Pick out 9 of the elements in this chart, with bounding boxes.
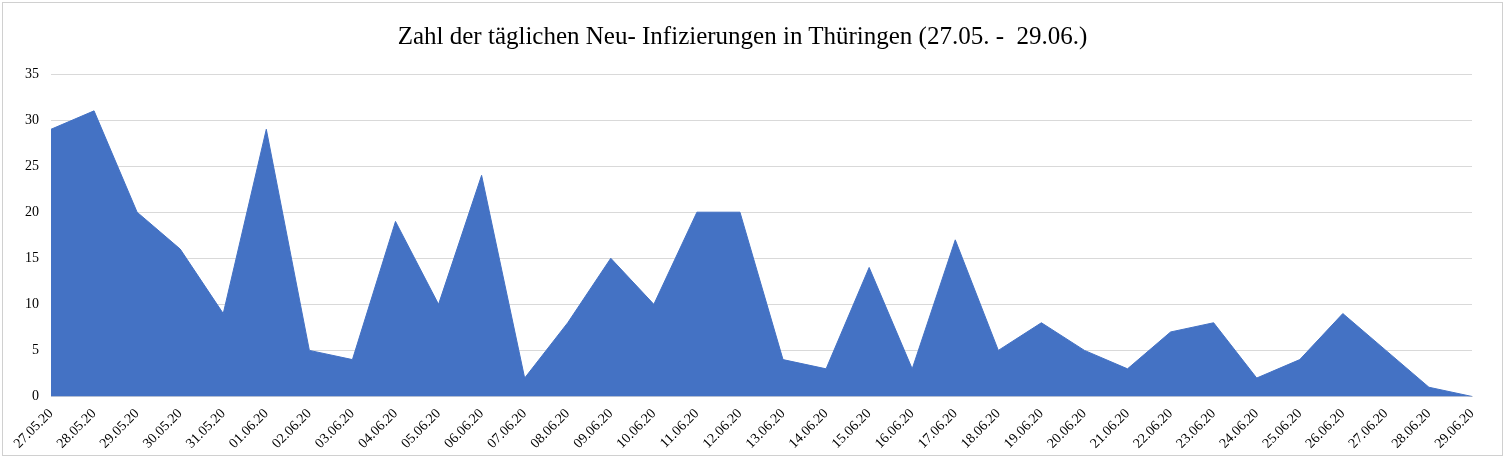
y-tick-label: 25 xyxy=(25,157,39,173)
y-tick-label: 10 xyxy=(25,296,39,312)
y-tick-label: 0 xyxy=(32,388,39,404)
y-tick-label: 35 xyxy=(25,65,39,81)
y-tick-label: 5 xyxy=(32,342,39,358)
y-tick-label: 20 xyxy=(25,203,39,219)
y-tick-label: 15 xyxy=(25,249,39,265)
chart-title: Zahl der täglichen Neu- Infizierungen in Thüringen (27.05. - 29.06.) xyxy=(397,21,1088,50)
y-tick-label: 30 xyxy=(25,111,39,127)
